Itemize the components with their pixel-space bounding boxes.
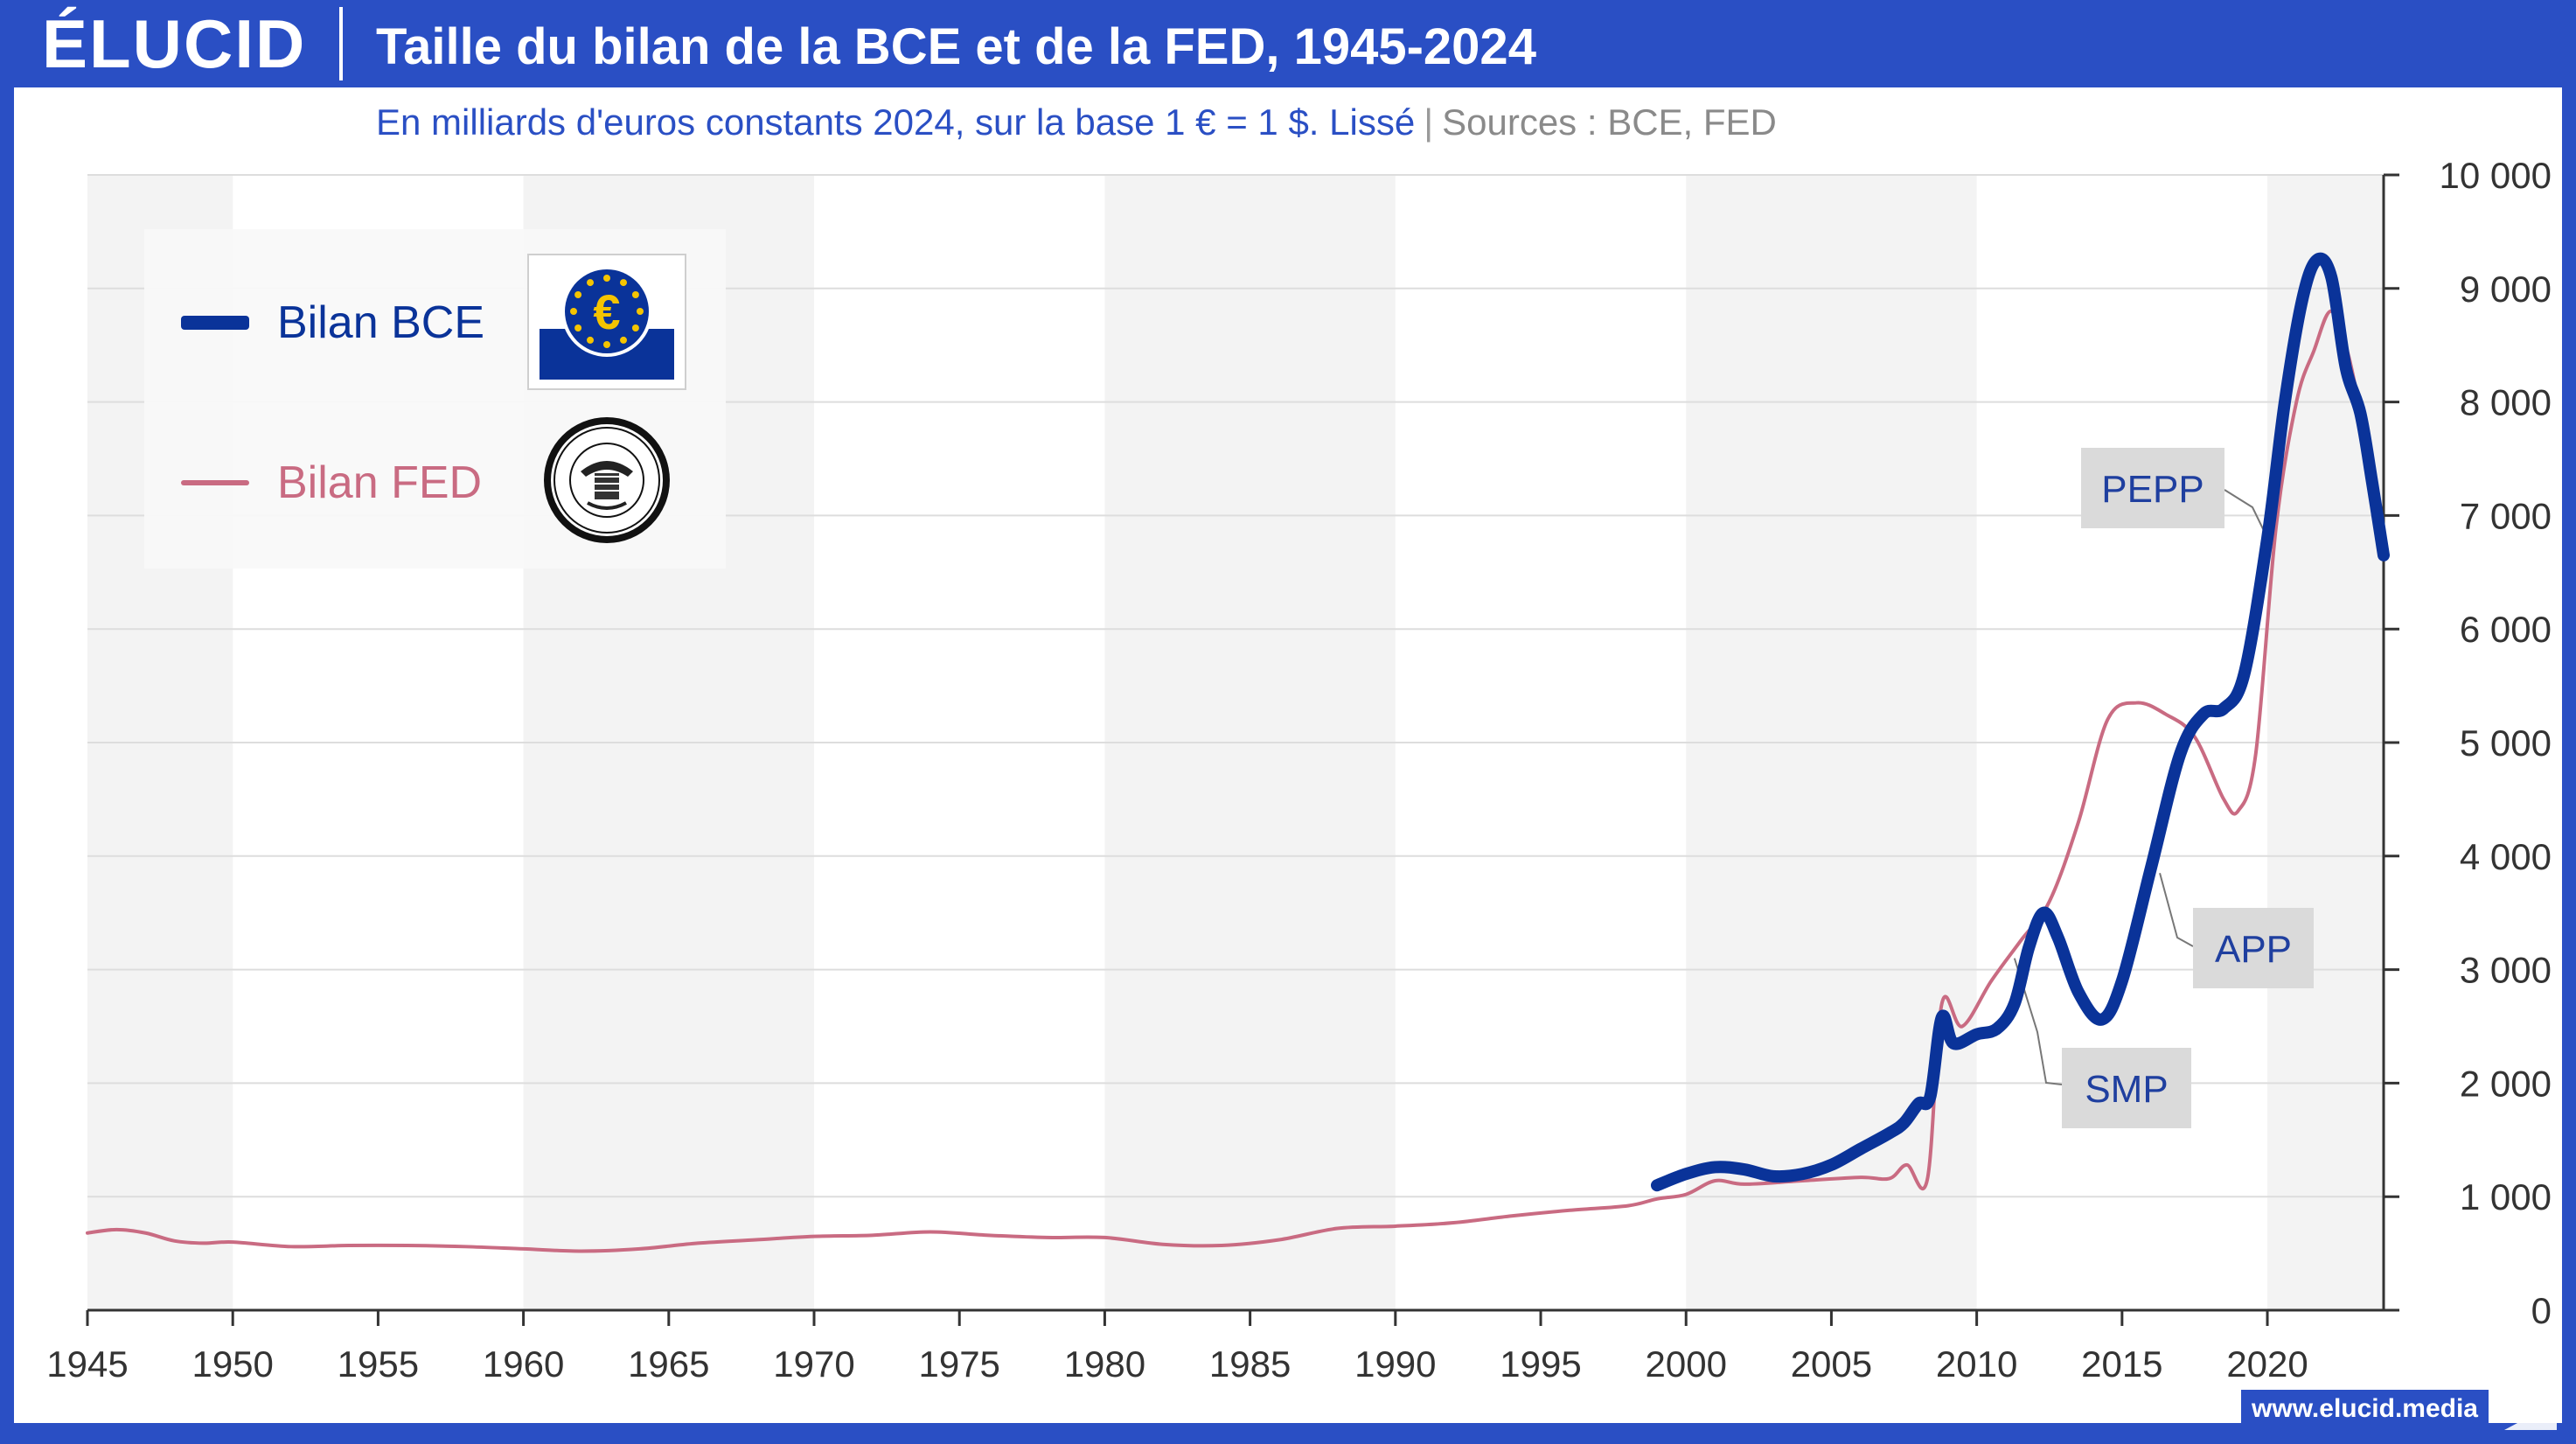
- annotation-label-smp: SMP: [2085, 1068, 2168, 1111]
- y-tick-label: 3 000: [2460, 950, 2552, 991]
- footer-bar: [0, 1423, 2576, 1444]
- y-tick-label: 5 000: [2460, 722, 2552, 764]
- annotation-leader: [2159, 873, 2194, 947]
- elucid-flag-icon: [2504, 1402, 2557, 1430]
- legend-label-bce: Bilan BCE: [277, 297, 484, 348]
- y-tick-label: 1 000: [2460, 1176, 2552, 1217]
- legend-item-bce[interactable]: Bilan BCE: [181, 288, 484, 358]
- x-tick-label: 1965: [628, 1343, 709, 1385]
- x-tick-labels: 1945 1950 1955 1960 1965 1970 1975 1980 1985 1990…: [46, 1343, 2308, 1385]
- x-tick-label: 2000: [1646, 1343, 1727, 1385]
- annotation-box-smp: [2062, 1048, 2191, 1128]
- legend-swatch-bce: [181, 316, 249, 330]
- footer-url-link[interactable]: www.elucid.media: [2241, 1390, 2489, 1428]
- y-tick-label: 7 000: [2460, 495, 2552, 536]
- subtitle-separator: |: [1424, 101, 1434, 143]
- x-tick-label: 2010: [1936, 1343, 2017, 1385]
- series-line-bilan-fed: [86, 309, 2385, 1253]
- y-tick-labels: 0 1 000 2 000 3 000 4 000 5 000 6 000 7 000 8 00…: [2440, 155, 2552, 1331]
- y-tick-label: 6 000: [2460, 609, 2552, 650]
- series-lines: [86, 252, 2390, 1253]
- subtitle-sources: Sources : BCE, FED: [1442, 101, 1777, 143]
- series-line-bilan-bce: [1650, 252, 2390, 1192]
- federal-reserve-seal-icon: [542, 415, 672, 545]
- y-tick-label: 10 000: [2440, 155, 2552, 196]
- legend-swatch-fed: [181, 480, 249, 485]
- x-tick-label: 1990: [1354, 1343, 1436, 1385]
- x-tick-label: 1955: [338, 1343, 419, 1385]
- frame-left: [0, 0, 14, 1444]
- header-divider: [339, 7, 343, 80]
- frame-right: [2562, 0, 2576, 1444]
- y-tick-label: 0: [2531, 1290, 2552, 1331]
- annotation-leaders: [2013, 489, 2272, 1085]
- x-tick-label: 1980: [1064, 1343, 1145, 1385]
- x-tick-label: 1960: [483, 1343, 564, 1385]
- axes: [86, 173, 2399, 1326]
- y-tick-label: 4 000: [2460, 836, 2552, 877]
- x-tick-label: 2020: [2226, 1343, 2308, 1385]
- x-tick-label: 1975: [918, 1343, 999, 1385]
- x-tick-label: 1995: [1500, 1343, 1581, 1385]
- annotations: PEPP APP SMP: [2062, 448, 2314, 1128]
- annotation-label-app: APP: [2215, 928, 2292, 971]
- x-tick-label: 1950: [191, 1343, 273, 1385]
- legend-label-fed: Bilan FED: [277, 457, 483, 508]
- svg-text:€: €: [593, 284, 620, 339]
- ecb-euro-logo-icon: €: [527, 254, 686, 390]
- annotation-leader: [2013, 958, 2063, 1085]
- annotation-label-pepp: PEPP: [2101, 468, 2204, 511]
- annotation-box-app: [2193, 908, 2314, 988]
- subtitle-units: En milliards d'euros constants 2024, sur…: [376, 101, 1416, 143]
- chart-subtitle: En milliards d'euros constants 2024, sur…: [376, 98, 1777, 147]
- x-tick-label: 1970: [773, 1343, 854, 1385]
- x-tick-label: 1945: [46, 1343, 128, 1385]
- annotation-box-pepp: [2081, 448, 2224, 528]
- header-bar: [0, 0, 2576, 87]
- x-tick-label: 2005: [1791, 1343, 1872, 1385]
- y-tick-label: 2 000: [2460, 1063, 2552, 1104]
- y-tick-label: 9 000: [2460, 269, 2552, 310]
- y-tick-label: 8 000: [2460, 382, 2552, 423]
- legend-item-fed[interactable]: Bilan FED: [181, 448, 482, 518]
- elucid-logo[interactable]: ÉLUCID: [42, 5, 307, 82]
- x-tick-label: 1985: [1209, 1343, 1291, 1385]
- chart-title: Taille du bilan de la BCE et de la FED, …: [376, 18, 1536, 75]
- x-tick-label: 2015: [2081, 1343, 2162, 1385]
